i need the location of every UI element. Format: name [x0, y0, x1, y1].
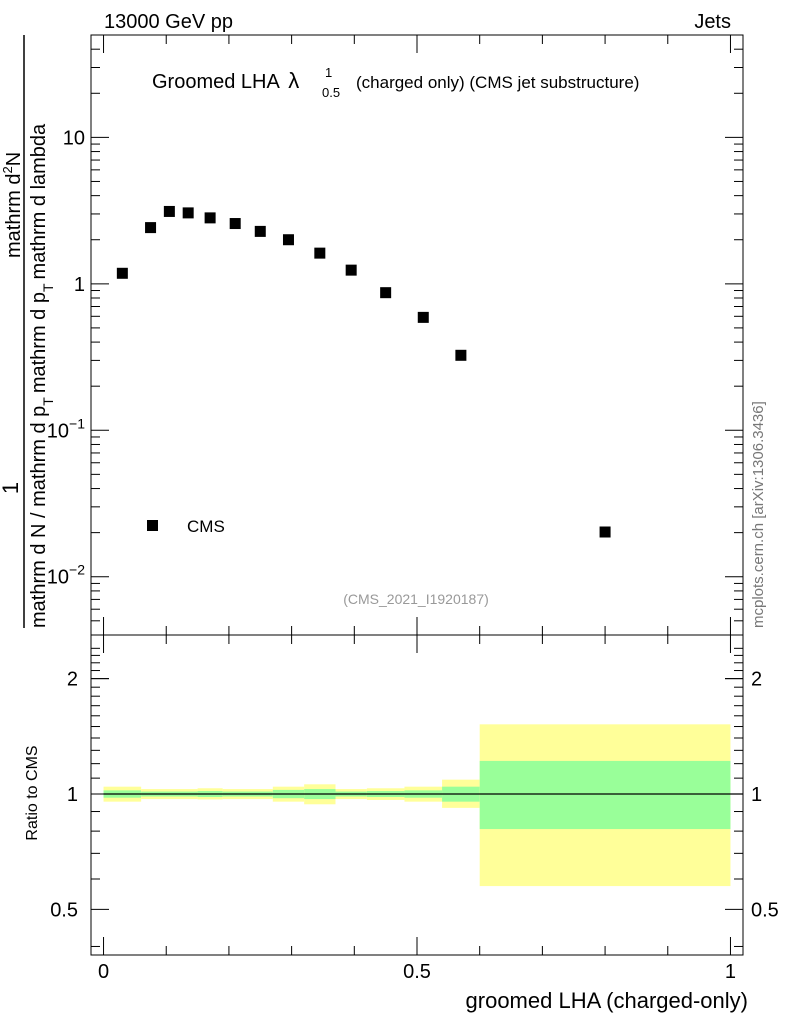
ratio-band-inner [479, 760, 731, 830]
main-ytick-label: 10 [63, 127, 85, 149]
ratio-panel: 0.5 0.51 12 2 0 0.5 1 [50, 634, 779, 983]
ylabel-denominator: mathrm d N / mathrm d pTmathrm d pTmathr… [28, 123, 56, 628]
data-point [314, 247, 326, 259]
plot-title: Groomed LHA λ [152, 68, 299, 93]
legend-label: CMS [187, 517, 225, 536]
data-point [204, 212, 216, 224]
ratio-ytick-label-right: 0.5 [751, 899, 779, 921]
plot-title-rest: (charged only) (CMS jet substructure) [356, 73, 639, 92]
data-point [229, 218, 241, 230]
data-points [116, 205, 611, 538]
xtick-label: 1 [725, 961, 736, 983]
main-ytick-label: 10−2 [47, 562, 85, 589]
xtick-label: 0.5 [403, 961, 431, 983]
ratio-ytick-label-right: 1 [751, 784, 762, 806]
header-right: Jets [694, 11, 731, 33]
data-point [599, 526, 611, 538]
plot-title-superscript: 1 [325, 65, 332, 80]
data-point [380, 287, 392, 299]
data-point [417, 311, 429, 323]
side-label: mcplots.cern.ch [arXiv:1306.3436] [750, 401, 767, 628]
ratio-ytick-label-left: 0.5 [50, 899, 78, 921]
data-point [182, 207, 194, 219]
ratio-ytick-label-right: 2 [751, 669, 762, 691]
data-point [116, 267, 128, 279]
main-ylabel: 1 mathrm d N / mathrm d pTmathrm d pTmat… [0, 35, 56, 628]
xtick-label: 0 [98, 961, 109, 983]
ratio-ytick-label-left: 1 [67, 784, 78, 806]
main-panel: 10−2 10−1 1 10 Groomed LHA λ 1 0.5 (charged… [47, 34, 744, 636]
plot-title-subscript: 0.5 [322, 85, 340, 100]
data-point [345, 264, 357, 276]
data-point [282, 234, 294, 246]
ratio-ytick-labels: 0.5 0.5 1 1 2 2 [50, 669, 779, 922]
data-point [145, 222, 157, 234]
legend-marker [147, 520, 158, 531]
plot-title-symbol: λ [288, 68, 299, 93]
ratio-axis-ticks [91, 635, 743, 955]
analysis-tag: (CMS_2021_I1920187) [343, 591, 489, 607]
data-point [254, 225, 266, 237]
x-axis-label: groomed LHA (charged-only) [466, 988, 748, 1013]
main-ytick-label: 10−1 [47, 415, 85, 442]
ylabel-one: 1 [0, 482, 23, 494]
ylabel-numerator: mathrm d2N [0, 152, 25, 258]
main-ytick-label: 1 [74, 274, 85, 296]
main-frame [90, 34, 744, 636]
main-ytick-labels: 10−2 10−1 1 10 [47, 127, 85, 588]
ratio-ylabel: Ratio to CMS [24, 745, 41, 840]
ratio-ytick-label-left: 2 [67, 669, 78, 691]
main-axis-ticks [91, 34, 743, 636]
data-point [455, 349, 467, 361]
ratio-bands [103, 724, 731, 887]
plot-title-main: Groomed LHA [152, 71, 280, 93]
data-point [163, 205, 175, 217]
ratio-xtick-labels: 0 0.5 1 [98, 961, 736, 983]
header-left: 13000 GeV pp [104, 11, 233, 33]
